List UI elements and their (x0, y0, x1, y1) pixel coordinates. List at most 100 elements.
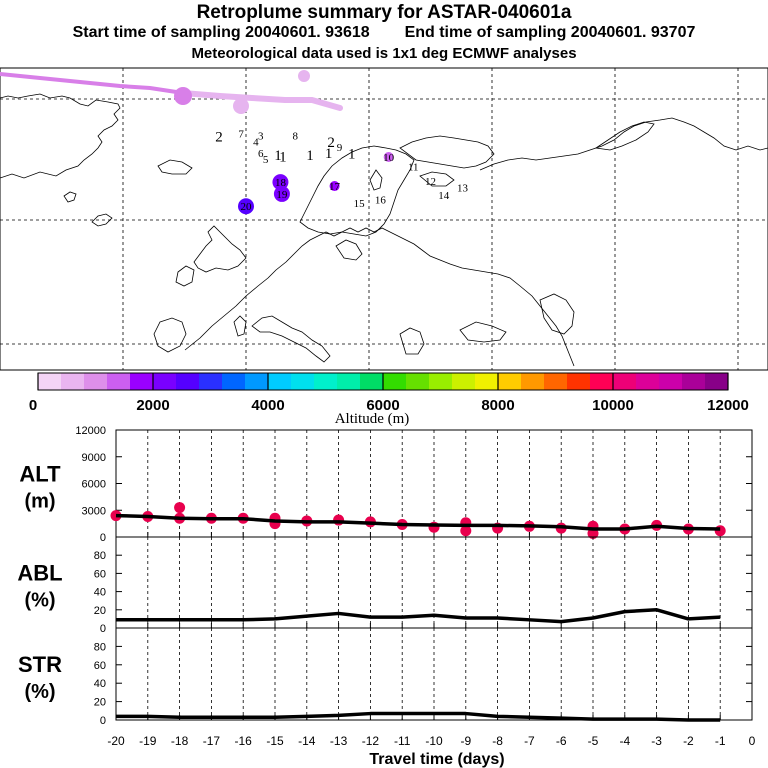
series-line-str (116, 711, 721, 722)
x-tick-label: -16 (235, 734, 253, 748)
map-age-circle (329, 181, 340, 192)
panel-abl: 0 20 40 60 80 ABL (%) (17, 536, 753, 635)
met-data-note: Meteorological data used is 1x1 deg ECMW… (191, 45, 577, 62)
panel-ylabel: ALT (19, 462, 61, 487)
colorbar-swatch (153, 373, 177, 390)
map-age-label: 10 (383, 152, 395, 164)
colorbar-swatch (61, 373, 85, 390)
coastlines (0, 93, 768, 367)
x-tick-label: -9 (460, 734, 471, 748)
alt-data-point (174, 502, 186, 514)
x-tick-label: -8 (492, 734, 503, 748)
x-tick-label: -7 (524, 734, 535, 748)
colorbar-swatch (544, 373, 568, 390)
colorbar-swatch (383, 373, 407, 390)
series-line-abl (116, 608, 721, 624)
map-age-label: 9 (337, 142, 343, 154)
y-tick-label: 40 (94, 587, 106, 599)
colorbar-swatch (613, 373, 637, 390)
map-age-label: 8 (292, 130, 298, 142)
panel-yunit: (%) (24, 681, 55, 703)
colorbar-swatch (429, 373, 453, 390)
map-age-label: 5 (263, 154, 269, 166)
y-tick-label: 20 (94, 697, 106, 709)
x-tick-label: -6 (556, 734, 567, 748)
time-series-panels: 030006000900012000ALT(m)020406080ABL(%)0… (17, 425, 755, 768)
x-tick-label: -19 (139, 734, 157, 748)
colorbar-swatch (705, 373, 729, 390)
map-age-circle (272, 174, 289, 191)
map-age-label: 20 (241, 201, 253, 213)
map-age-label: 15 (354, 198, 366, 210)
colorbar-swatch (590, 373, 614, 390)
colorbar-tick-label: 8000 (481, 397, 514, 414)
colorbar-swatch (107, 373, 131, 390)
colorbar-swatch (498, 373, 522, 390)
y-tick-label: 20 (94, 605, 106, 617)
sampling-times: Start time of sampling 20040601. 93618 E… (0, 24, 768, 42)
colorbar-tick-label: 2000 (136, 397, 169, 414)
colorbar-swatch (199, 373, 223, 390)
y-tick-label: 40 (94, 678, 106, 690)
map-age-label: 1 (306, 148, 314, 164)
start-time: Start time of sampling 20040601. 93618 (72, 24, 370, 41)
x-tick-label: -5 (588, 734, 599, 748)
y-tick-label: 0 (100, 532, 106, 544)
map-age-label: 17 (329, 181, 341, 193)
y-tick-label: 60 (94, 568, 106, 580)
colorbar-tick-label: 10000 (592, 397, 634, 414)
chart-title: Retroplume summary for ASTAR-040601a (196, 2, 572, 23)
colorbar-label: Altitude (m) (335, 411, 410, 427)
x-tick-label: -11 (394, 734, 411, 748)
x-tick-label: -14 (298, 734, 316, 748)
colorbar-swatch (567, 373, 591, 390)
plume-track (0, 72, 343, 111)
colorbar-swatch (268, 373, 292, 390)
map-age-label: 11 (408, 161, 419, 173)
map-age-label: 7 (238, 128, 244, 140)
colorbar-swatch (176, 373, 200, 390)
map-age-label: 2 (215, 129, 223, 145)
colorbar-swatch (222, 373, 246, 390)
map-age-label: 3 (258, 130, 264, 142)
map-age-label: 2 (327, 135, 335, 151)
map-age-label: 12 (425, 176, 436, 188)
colorbar-swatch (38, 373, 62, 390)
colorbar-swatch (406, 373, 430, 390)
colorbar-swatch (682, 373, 706, 390)
panel-ylabel: ABL (17, 561, 62, 586)
map-age-label: 1 (274, 148, 282, 164)
x-axis-title: Travel time (days) (369, 751, 504, 768)
x-tick-label: -20 (107, 734, 125, 748)
y-tick-label: 9000 (82, 452, 106, 464)
colorbar-swatch (314, 373, 338, 390)
colorbar-tick-label: 6000 (366, 397, 399, 414)
colorbar-swatch (337, 373, 361, 390)
y-tick-label: 0 (100, 623, 106, 635)
y-tick-label: 12000 (75, 425, 106, 437)
map-age-circle (273, 185, 290, 202)
colorbar-swatch (130, 373, 154, 390)
x-tick-label: -10 (425, 734, 443, 748)
colorbar-swatch (475, 373, 499, 390)
y-tick-label: 60 (94, 660, 106, 672)
colorbar-swatch (291, 373, 315, 390)
map-age-circle (233, 98, 249, 114)
colorbar-tick-label: 0 (29, 397, 37, 414)
panel-ylabel: STR (18, 652, 62, 677)
end-time: End time of sampling 20040601. 93707 (404, 24, 696, 41)
x-tick-label: -2 (683, 734, 694, 748)
colorbar-tick-label: 4000 (251, 397, 284, 414)
map-age-label: 16 (375, 194, 387, 206)
map-age-label: 19 (276, 189, 288, 201)
map-age-label: 18 (275, 177, 287, 189)
x-tick-label: -1 (715, 734, 726, 748)
colorbar-swatch (452, 373, 476, 390)
colorbar-swatch (84, 373, 108, 390)
map-age-circle (238, 198, 254, 215)
map-age-circle (298, 70, 310, 82)
y-tick-label: 80 (94, 550, 106, 562)
x-tick-label: 0 (749, 734, 756, 748)
